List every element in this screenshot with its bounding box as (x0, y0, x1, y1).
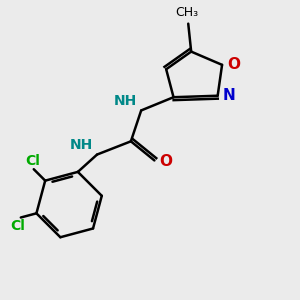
Text: NH: NH (69, 138, 93, 152)
Text: N: N (223, 88, 236, 103)
Text: O: O (227, 57, 240, 72)
Text: NH: NH (113, 94, 137, 108)
Text: Cl: Cl (11, 219, 25, 233)
Text: CH₃: CH₃ (175, 6, 198, 19)
Text: O: O (160, 154, 173, 169)
Text: Cl: Cl (25, 154, 40, 168)
